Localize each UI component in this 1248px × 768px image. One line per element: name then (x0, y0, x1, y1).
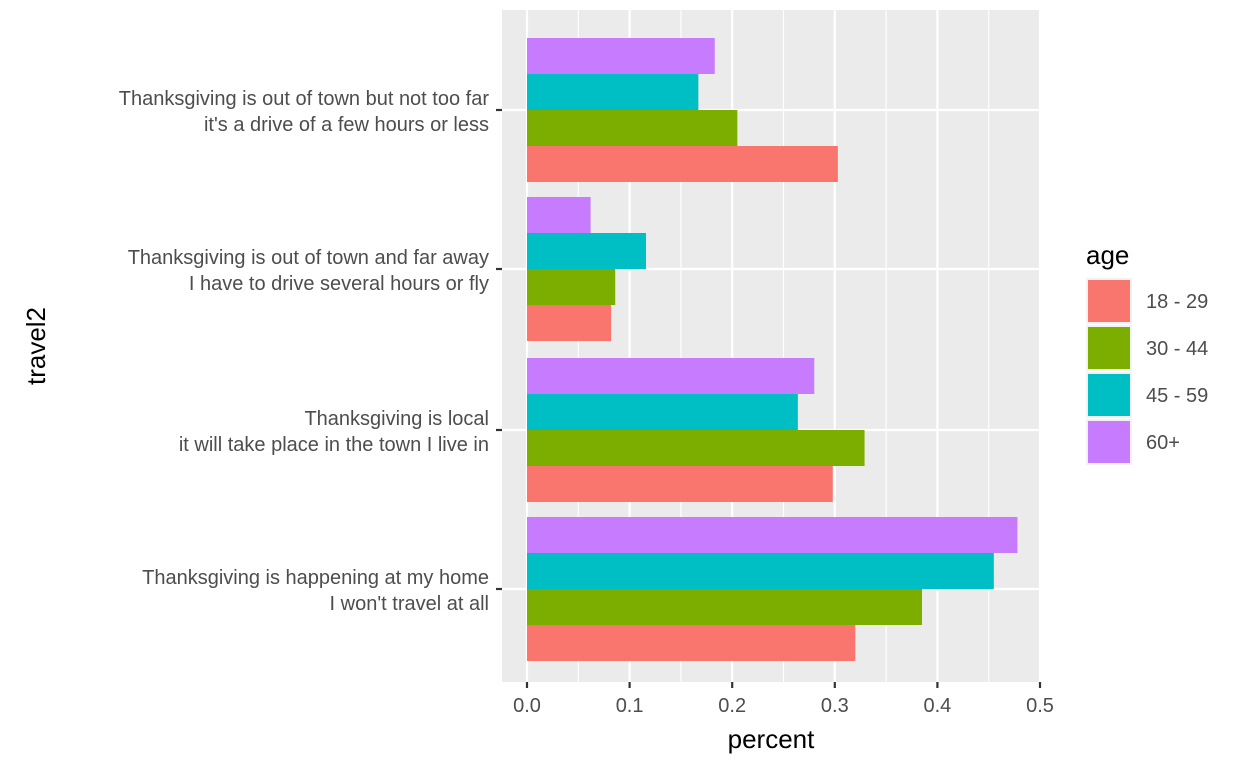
legend: age 18 - 29 30 - 44 45 - 59 60+ (1086, 240, 1208, 465)
bar (527, 110, 738, 146)
legend-label: 60+ (1146, 432, 1180, 454)
bar (527, 38, 715, 74)
y-tick-label: Thanksgiving is happening at my home (142, 567, 489, 589)
bar (527, 466, 833, 502)
x-tick-label: 0.3 (821, 695, 849, 717)
legend-swatch (1088, 374, 1130, 416)
x-tick-label: 0.0 (513, 695, 541, 717)
bar (527, 430, 865, 466)
bar (527, 233, 647, 269)
x-axis-title: percent (728, 724, 815, 754)
bars (527, 38, 1018, 661)
y-tick-label: Thanksgiving is out of town and far away (128, 247, 489, 269)
legend-swatch (1088, 421, 1130, 463)
y-tick-label: it will take place in the town I live in (179, 434, 489, 456)
y-axis: Thanksgiving is out of town but not too … (119, 88, 502, 615)
legend-label: 45 - 59 (1146, 385, 1208, 407)
bar (527, 74, 699, 110)
x-tick-label: 0.5 (1026, 695, 1054, 717)
bar (527, 197, 591, 233)
x-tick-label: 0.1 (616, 695, 644, 717)
x-tick-label: 0.4 (923, 695, 951, 717)
y-tick-label: it's a drive of a few hours or less (204, 114, 489, 136)
legend-swatch (1088, 280, 1130, 322)
y-axis-title: travel2 (21, 307, 51, 385)
y-tick-label: I have to drive several hours or fly (189, 273, 489, 295)
x-tick-label: 0.2 (718, 695, 746, 717)
bar (527, 146, 838, 182)
y-tick-label: Thanksgiving is local (304, 408, 489, 430)
legend-swatch (1088, 327, 1130, 369)
bar (527, 358, 815, 394)
legend-title: age (1086, 240, 1129, 270)
legend-label: 30 - 44 (1146, 338, 1208, 360)
x-axis: 0.0 0.1 0.2 0.3 0.4 0.5 (513, 682, 1054, 717)
bar (527, 517, 1018, 553)
legend-label: 18 - 29 (1146, 291, 1208, 313)
bar (527, 269, 616, 305)
bar (527, 589, 923, 625)
bar (527, 625, 856, 661)
bar (527, 305, 612, 341)
y-tick-label: Thanksgiving is out of town but not too … (119, 88, 490, 110)
bar (527, 553, 994, 589)
y-tick-label: I won't travel at all (330, 593, 489, 615)
bar (527, 394, 798, 430)
